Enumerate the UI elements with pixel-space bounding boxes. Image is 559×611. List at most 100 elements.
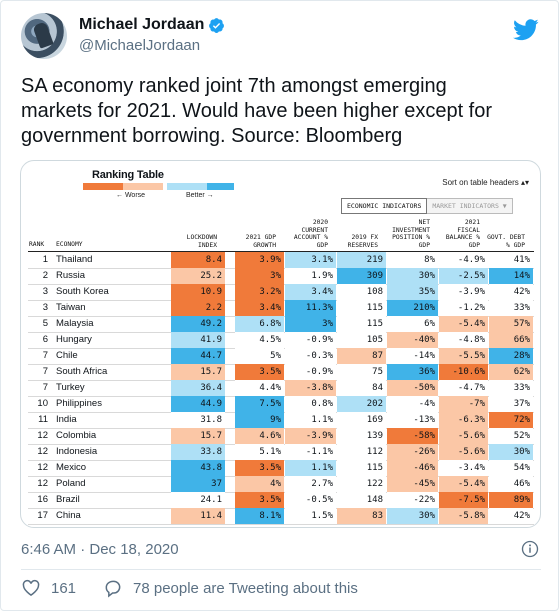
header-rank[interactable]: RANK <box>29 241 45 248</box>
row-rank: 7 <box>42 350 48 361</box>
cell-net-investment-position-gdp: -14% <box>387 348 438 364</box>
cell-2019-fx-reserves: 169 <box>337 412 386 428</box>
row-economy: Poland <box>56 478 86 489</box>
cell-lockdown-index: 31.8 <box>171 412 225 428</box>
cell-govt-debt-gdp: 33% <box>489 300 533 316</box>
cell-govt-debt-gdp: 52% <box>489 428 533 444</box>
cell-2021-fiscal-balance-gdp: -4.9% <box>439 252 488 268</box>
avatar[interactable] <box>21 13 67 59</box>
cell-2021-gdp-growth: 4.4% <box>235 380 284 396</box>
cell-govt-debt-gdp: 33% <box>489 380 533 396</box>
cell-2021-fiscal-balance-gdp: -5.8% <box>439 508 488 524</box>
header-2021-fiscal-balance-gdp[interactable]: 2021 FISCAL BALANCE % GDP <box>445 219 480 249</box>
cell-net-investment-position-gdp: -4% <box>387 396 438 412</box>
table-row: 3 South Korea 10.9 3.2% 3.4% 108 35% -3.9% 42% <box>28 284 534 300</box>
row-economy: Turkey <box>56 382 85 393</box>
cell-2019-fx-reserves: 115 <box>337 460 386 476</box>
cell-2021-fiscal-balance-gdp: -4.8% <box>439 332 488 348</box>
cell-lockdown-index: 24.1 <box>171 492 225 508</box>
row-economy: Colombia <box>56 430 97 441</box>
cell-2019-fx-reserves: 139 <box>337 428 386 444</box>
cell-net-investment-position-gdp: -46% <box>387 460 438 476</box>
row-economy: India <box>56 414 77 425</box>
tweet-text-line: government borrowing. Source: Bloomberg <box>21 125 403 147</box>
table-row: 12 Colombia 15.7 4.6% -3.9% 139 -58% -5.6% 52% <box>28 428 534 444</box>
cell-2019-fx-reserves: 75 <box>337 364 386 380</box>
cell-2021-fiscal-balance-gdp: -7.5% <box>439 492 488 508</box>
cell-2021-fiscal-balance-gdp: -10.6% <box>439 364 488 380</box>
footer-divider <box>21 569 541 570</box>
row-economy: Malaysia <box>56 318 94 329</box>
cell-2021-gdp-growth: 3.5% <box>235 492 284 508</box>
header-net-investment-position-gdp[interactable]: NET INVESTMENT POSITION % GDP <box>392 219 430 249</box>
row-rank: 3 <box>42 302 48 313</box>
cell-2020-current-account-gdp: -3.8% <box>285 380 336 396</box>
cell-lockdown-index: 44.7 <box>171 348 225 364</box>
tab-economic-indicators[interactable]: ECONOMIC INDICATORS <box>341 198 428 214</box>
cell-govt-debt-gdp: 89% <box>489 492 533 508</box>
author-name[interactable]: Michael Jordaan <box>79 16 205 33</box>
header-govt-debt-gdp[interactable]: GOVT. DEBT % GDP <box>487 234 525 249</box>
cell-2021-gdp-growth: 4% <box>235 476 284 492</box>
cell-govt-debt-gdp: 42% <box>489 508 533 524</box>
cell-lockdown-index: 25.2 <box>171 268 225 284</box>
cell-govt-debt-gdp: 30% <box>489 444 533 460</box>
cell-2021-gdp-growth: 5.1% <box>235 444 284 460</box>
header-economy[interactable]: ECONOMY <box>56 241 83 248</box>
row-rank: 12 <box>37 478 48 489</box>
avatar-figure <box>32 21 54 49</box>
legend-worse-light <box>123 183 163 190</box>
cell-govt-debt-gdp: 46% <box>489 476 533 492</box>
cell-lockdown-index: 41.9 <box>171 332 225 348</box>
cell-lockdown-index: 37 <box>171 476 225 492</box>
cell-2020-current-account-gdp: -1.1% <box>285 444 336 460</box>
twitter-bird-icon[interactable] <box>513 19 539 41</box>
header-2020-current-account-gdp[interactable]: 2020 CURRENT ACCOUNT % GDP <box>293 219 328 249</box>
info-icon[interactable] <box>521 540 539 558</box>
cell-2019-fx-reserves: 87 <box>337 348 386 364</box>
cell-lockdown-index: 33.8 <box>171 444 225 460</box>
row-economy: Taiwan <box>56 302 86 313</box>
row-rank: 7 <box>42 382 48 393</box>
table-row: 16 Brazil 24.1 3.5% -0.5% 148 -22% -7.5% 89% <box>28 492 534 508</box>
header-lockdown-index[interactable]: LOCKDOWN INDEX <box>186 234 217 249</box>
cell-govt-debt-gdp: 41% <box>489 252 533 268</box>
cell-net-investment-position-gdp: -45% <box>387 476 438 492</box>
sort-arrows-icon: ▴▾ <box>520 178 529 187</box>
ranking-table-title: Ranking Table <box>92 169 164 181</box>
cell-2020-current-account-gdp: 11.3% <box>285 300 336 316</box>
header-2019-fx-reserves[interactable]: 2019 FX RESERVES <box>347 234 378 249</box>
tweet-timestamp[interactable]: 6:46 AM · Dec 18, 2020 <box>21 541 179 558</box>
tab-market-indicators[interactable]: MARKET INDICATORS ▼ <box>427 198 513 214</box>
cell-2021-fiscal-balance-gdp: -5.6% <box>439 444 488 460</box>
author-handle[interactable]: @MichaelJordaan <box>79 37 201 54</box>
cell-lockdown-index: 44.9 <box>171 396 225 412</box>
cell-2021-fiscal-balance-gdp: -5.5% <box>439 348 488 364</box>
cell-lockdown-index: 15.7 <box>171 428 225 444</box>
row-rank: 5 <box>42 318 48 329</box>
cell-net-investment-position-gdp: -40% <box>387 332 438 348</box>
cell-2021-gdp-growth: 3.5% <box>235 364 284 380</box>
table-row: 6 Hungary 41.9 4.5% -0.9% 105 -40% -4.8% 66% <box>28 332 534 348</box>
cell-2021-fiscal-balance-gdp: -7% <box>439 396 488 412</box>
row-rank: 11 <box>38 414 48 425</box>
speech-bubble-icon <box>105 580 121 598</box>
like-button[interactable]: 161 <box>21 578 76 598</box>
cell-2019-fx-reserves: 83 <box>337 508 386 524</box>
table-row: 1 Thailand 8.4 3.9% 3.1% 219 8% -4.9% 41% <box>28 252 534 268</box>
table-row: 12 Mexico 43.8 3.5% 1.1% 115 -46% -3.4% 54% <box>28 460 534 476</box>
header-2021-gdp-growth[interactable]: 2021 GDP GROWTH <box>245 234 276 249</box>
cell-2021-fiscal-balance-gdp: -1.2% <box>439 300 488 316</box>
cell-2020-current-account-gdp: -3.9% <box>285 428 336 444</box>
cell-2021-gdp-growth: 3.9% <box>235 252 284 268</box>
row-rank: 1 <box>42 254 48 265</box>
cell-2019-fx-reserves: 122 <box>337 476 386 492</box>
tweet-media-ranking-table[interactable]: Ranking Table ← Worse Better → Sort on t… <box>20 160 541 528</box>
cell-govt-debt-gdp: 37% <box>489 396 533 412</box>
cell-2019-fx-reserves: 148 <box>337 492 386 508</box>
table-row: 7 South Africa 15.7 3.5% -0.9% 75 36% -10.6% 62% <box>28 364 534 380</box>
cell-2020-current-account-gdp: 3.4% <box>285 284 336 300</box>
cell-net-investment-position-gdp: -22% <box>387 492 438 508</box>
legend-better-label: Better → <box>186 192 214 199</box>
conversation-link[interactable]: 78 people are Tweeting about this <box>103 578 358 598</box>
